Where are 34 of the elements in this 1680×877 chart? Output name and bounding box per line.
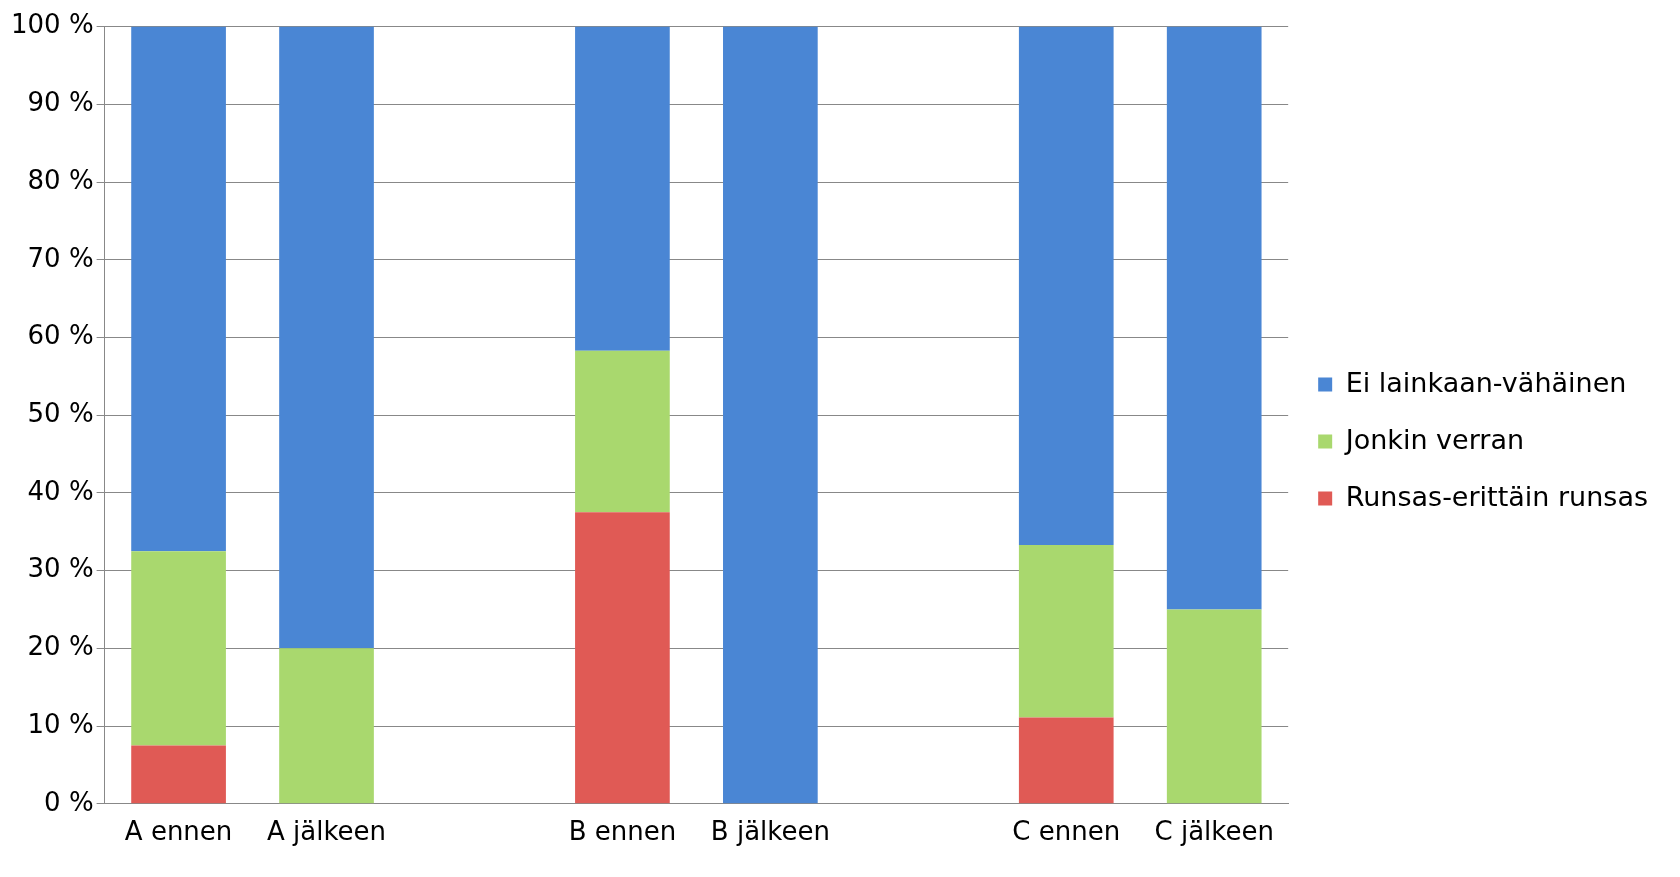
y-tick-label: 20 % [27,631,94,662]
y-tick-label: 30 % [27,553,94,584]
y-tick-label: 80 % [27,164,94,195]
x-tick-label: A ennen [124,816,233,847]
x-tick-label: A jälkeen [267,816,387,847]
x-tick-label: C jälkeen [1154,816,1274,847]
y-tick-label: 70 % [27,242,94,273]
bar [1166,609,1262,804]
bar [131,26,226,552]
y-tick-label: 0 % [44,786,94,817]
legend-label: Runsas-erittäin runsas [1345,480,1648,512]
x-tick-label: B ennen [568,816,677,847]
bar [131,745,226,804]
bar [1018,544,1114,718]
y-tick-label: 100 % [10,9,94,40]
bar [1166,26,1262,610]
bar [279,648,374,804]
y-tick-label: 60 % [27,320,94,351]
bar [575,350,670,513]
y-tick-label: 90 % [27,87,94,118]
y-tick-label: 10 % [27,708,94,739]
bar [723,26,818,804]
bar [575,26,670,351]
bar [279,26,374,649]
x-tick-label: C ennen [1012,816,1121,847]
legend-label: Jonkin verran [1343,423,1525,455]
bar [131,551,226,746]
y-tick-label: 40 % [27,475,94,506]
x-tick-label: B jälkeen [710,816,830,847]
y-tick-label: 50 % [27,397,94,428]
bar [575,512,670,804]
bar [1018,717,1114,804]
bar [1018,26,1114,545]
legend-label: Ei lainkaan-vähäinen [1345,366,1627,398]
